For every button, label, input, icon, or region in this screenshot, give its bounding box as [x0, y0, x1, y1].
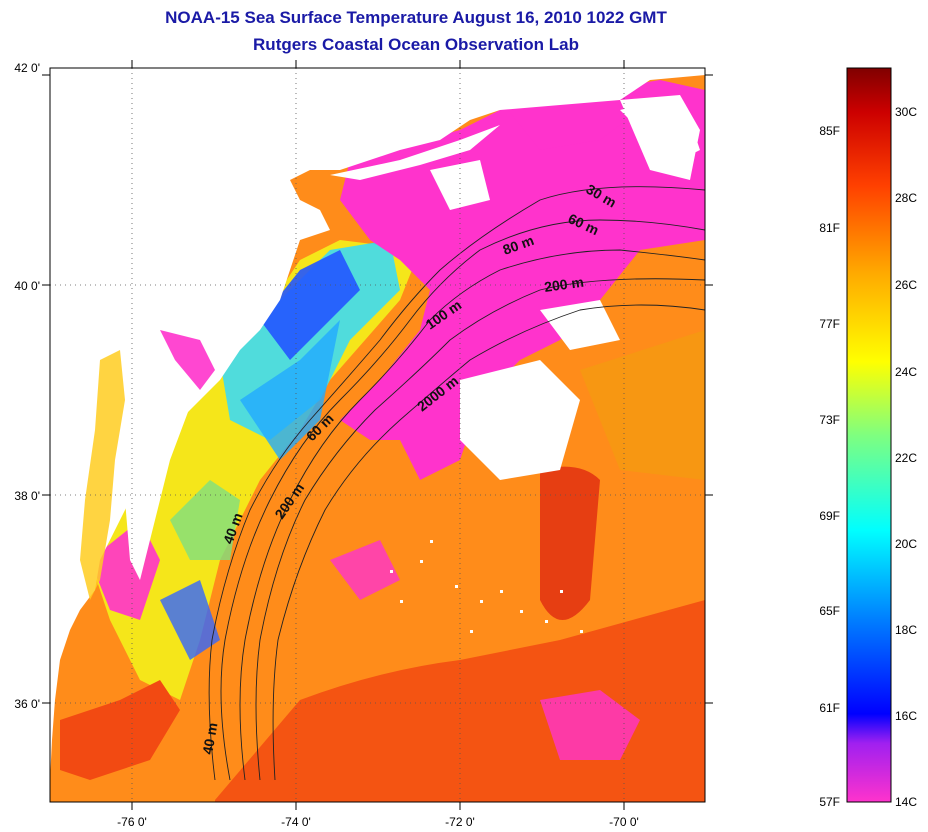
cloud-patch [460, 360, 580, 480]
colorbar-f-label: 73F [819, 413, 840, 427]
pamlico-sound [60, 680, 180, 780]
graticule [50, 68, 705, 802]
delaware-bay [160, 330, 215, 390]
colorbar-f-label: 77F [819, 317, 840, 331]
colorbar-c-label: 28C [895, 191, 917, 205]
colorbar-f-label: 81F [819, 221, 840, 235]
colorbar [846, 67, 892, 803]
colorbar-c-label: 20C [895, 537, 917, 551]
lat-label: 40 0' [14, 279, 40, 293]
depth-label: 40 m [199, 721, 220, 755]
lat-label: 38 0' [14, 489, 40, 503]
long-island [330, 125, 500, 180]
lat-label: 36 0' [14, 697, 40, 711]
colorbar-c-label: 22C [895, 451, 917, 465]
colorbar-c-label: 24C [895, 365, 917, 379]
chesapeake-bay [80, 350, 125, 600]
colorbar-c-label: 18C [895, 623, 917, 637]
colorbar-f-label: 61F [819, 701, 840, 715]
bathymetry-contours [208, 186, 705, 781]
delmarva-peninsula [120, 330, 200, 580]
colorbar-c-label: 30C [895, 105, 917, 119]
gulf-stream-core [540, 466, 600, 620]
lat-label: 42 0' [14, 61, 40, 75]
lon-label: -74 0' [281, 815, 311, 829]
sst-image [50, 68, 705, 802]
map-title: NOAA-15 Sea Surface Temperature August 1… [165, 8, 667, 27]
cloud-specks [390, 540, 583, 633]
lon-label: -70 0' [609, 815, 639, 829]
land-mass [50, 68, 705, 802]
colorbar-c-label: 26C [895, 278, 917, 292]
colorbar-f-label: 85F [819, 124, 840, 138]
lon-label: -76 0' [117, 815, 147, 829]
colorbar-f-label: 57F [819, 795, 840, 809]
colorbar-f-label: 69F [819, 509, 840, 523]
map-subtitle: Rutgers Coastal Ocean Observation Lab [253, 35, 579, 54]
colorbar-c-label: 16C [895, 709, 917, 723]
depth-label: 200 m [543, 274, 585, 295]
cold-water-region [340, 80, 705, 480]
colorbar-f-label: 65F [819, 604, 840, 618]
colorbar-c-label: 14C [895, 795, 917, 809]
axis-ticks [42, 60, 713, 810]
lon-label: -72 0' [445, 815, 475, 829]
map-frame [49, 67, 706, 803]
